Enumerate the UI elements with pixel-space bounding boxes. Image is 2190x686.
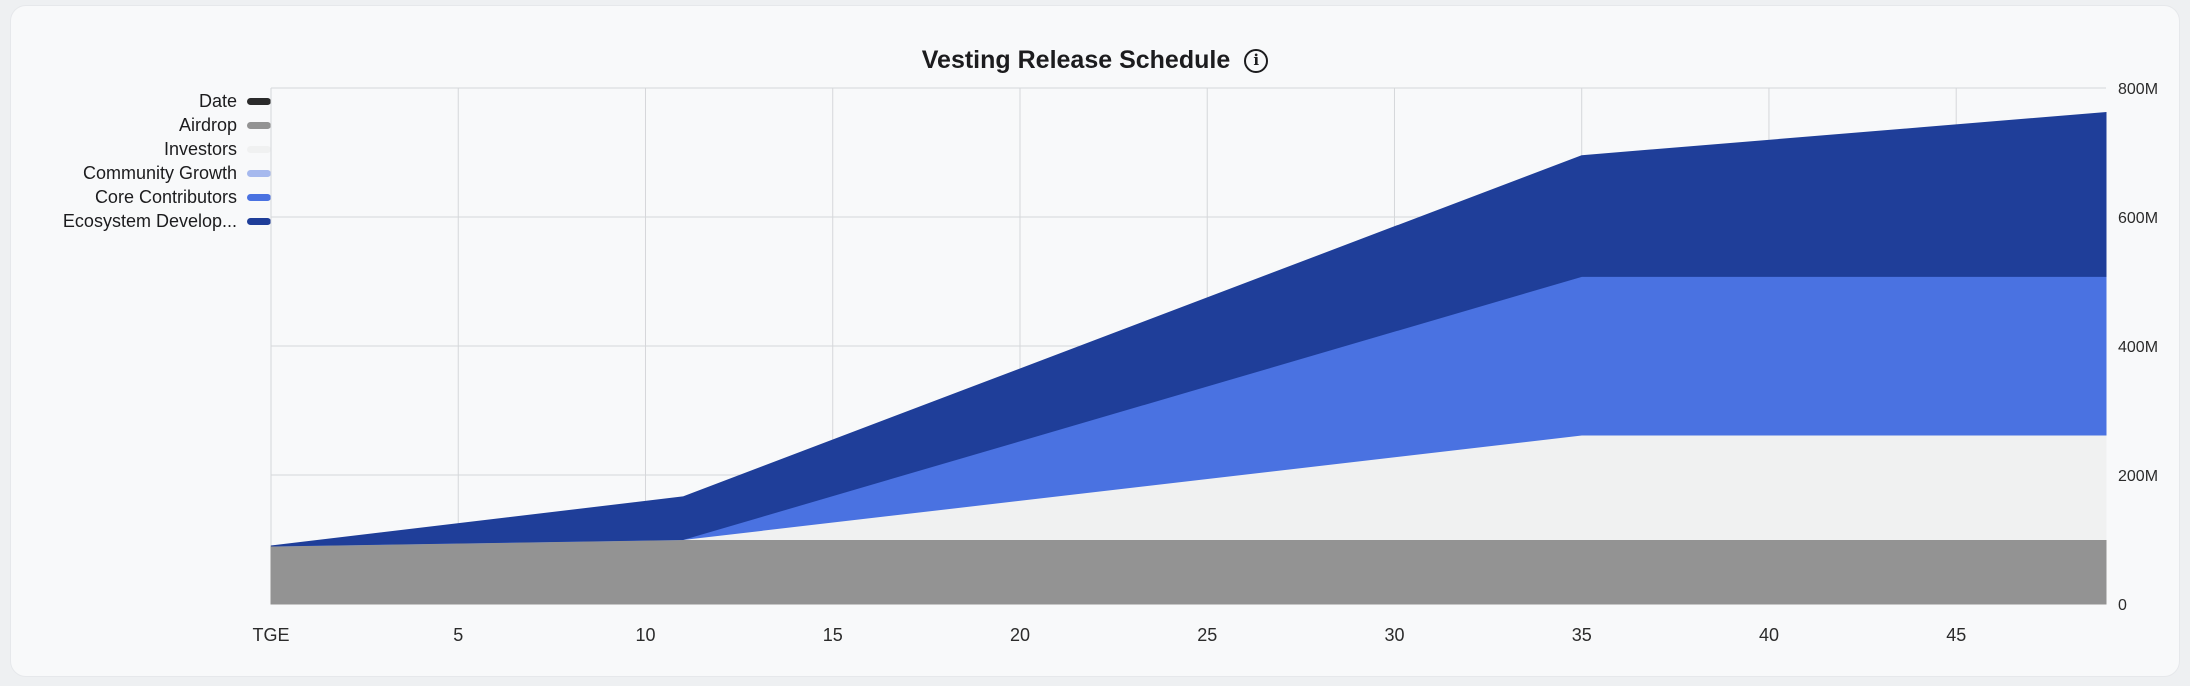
legend-swatch [247, 193, 271, 201]
x-tick-label: 40 [1759, 625, 1779, 645]
legend-item-ecosystem-develop[interactable]: Ecosystem Develop... [31, 209, 271, 233]
legend-item-airdrop[interactable]: Airdrop [31, 113, 271, 137]
chart-legend: Date Airdrop Investors Community Growth Core… [31, 89, 271, 233]
x-tick-label: 45 [1946, 625, 1966, 645]
y-tick-label: 200M [2118, 468, 2158, 485]
legend-item-date[interactable]: Date [31, 89, 271, 113]
legend-swatch [247, 145, 271, 153]
area-series-ecosystem-develop [270, 111, 2107, 547]
legend-item-core-contributors[interactable]: Core Contributors [31, 185, 271, 209]
x-tick-label: 15 [823, 625, 843, 645]
x-tick-label: TGE [252, 625, 289, 645]
legend-item-investors[interactable]: Investors [31, 137, 271, 161]
area-series-airdrop [270, 539, 2107, 605]
y-tick-label: 0 [2118, 597, 2127, 614]
legend-item-community-growth[interactable]: Community Growth [31, 161, 271, 185]
chart-header: Vesting Release Schedule i [11, 46, 2179, 75]
y-tick-label: 800M [2118, 81, 2158, 98]
legend-swatch [247, 169, 271, 177]
x-tick-label: 5 [453, 625, 463, 645]
x-tick-label: 35 [1572, 625, 1592, 645]
chart-title: Vesting Release Schedule [921, 46, 1231, 74]
y-tick-label: 400M [2118, 339, 2158, 356]
x-tick-label: 10 [635, 625, 655, 645]
legend-swatch [247, 97, 271, 105]
x-tick-label: 20 [1010, 625, 1030, 645]
legend-swatch [247, 121, 271, 129]
legend-swatch [247, 217, 271, 225]
x-tick-label: 30 [1384, 625, 1404, 645]
x-tick-label: 25 [1197, 625, 1217, 645]
y-tick-label: 600M [2118, 210, 2158, 227]
info-icon[interactable]: i [1244, 48, 1269, 73]
